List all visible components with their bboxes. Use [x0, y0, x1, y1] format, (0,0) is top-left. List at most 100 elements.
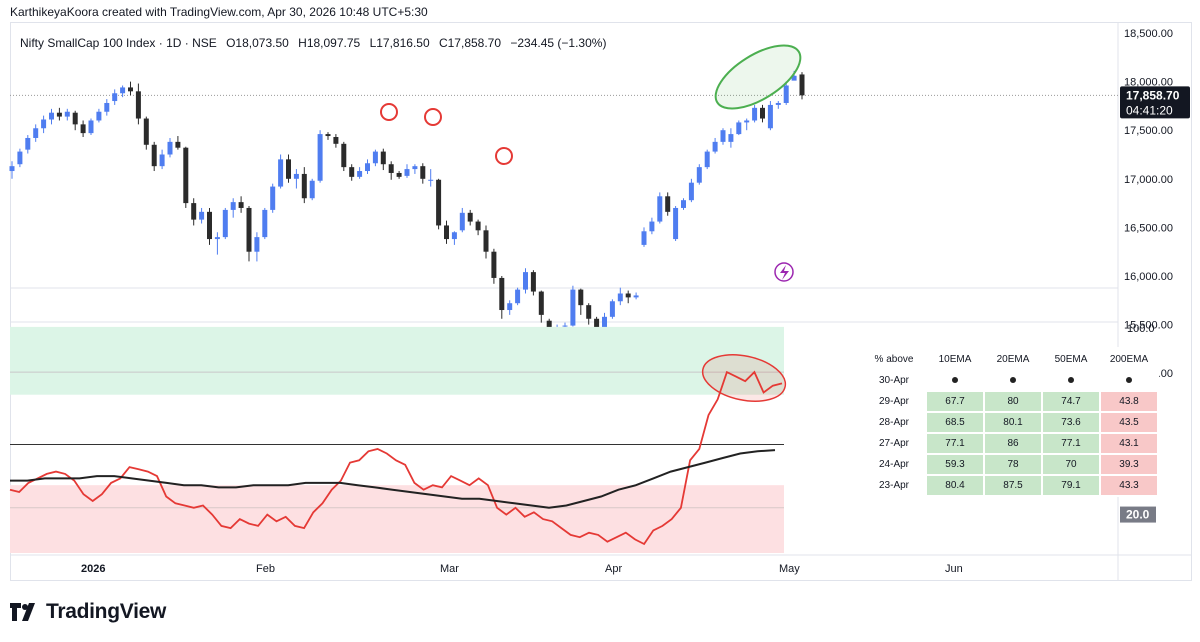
flash-icon	[774, 262, 794, 282]
price-tick-label: 17,000.00	[1124, 174, 1173, 186]
candle-body	[696, 167, 702, 183]
price-tick-label: 17,500.00	[1124, 125, 1173, 137]
candle-body	[491, 251, 497, 278]
cell-20ema: 80	[985, 392, 1041, 411]
table-row: 27-Apr 77.1 86 77.1 43.1	[863, 434, 1157, 453]
symbol-name[interactable]: Nifty SmallCap 100 Index · 1D · NSE	[20, 36, 217, 50]
candle-body	[120, 87, 126, 94]
dot-icon	[1101, 371, 1157, 390]
cell-50ema: 77.1	[1043, 434, 1099, 453]
candle-body	[151, 144, 157, 167]
price-tick-label: 16,500.00	[1124, 222, 1173, 234]
candle-body	[238, 202, 244, 208]
row-date: 24-Apr	[878, 459, 909, 470]
candle-body	[317, 134, 323, 181]
candle-body	[562, 325, 568, 327]
green-ellipse-annotation	[714, 44, 802, 110]
candle-body	[49, 112, 54, 120]
last-price-label: 17,858.70	[1126, 88, 1180, 102]
table-header: 50EMA	[1054, 353, 1088, 365]
candle-body	[681, 200, 686, 208]
candle-body	[25, 137, 31, 150]
row-date: 28-Apr	[878, 417, 909, 428]
price-tick-label: 18,500.00	[1124, 28, 1173, 40]
candle-body	[64, 111, 70, 117]
price-tick-label: 18,000.00	[1124, 77, 1173, 89]
countdown-label: 04:41:20	[1126, 103, 1173, 117]
candle-body	[760, 107, 765, 119]
candle-body	[538, 291, 544, 315]
cell-10ema: 68.5	[927, 413, 983, 432]
candle-body	[752, 107, 758, 121]
cell-10ema: 59.3	[927, 455, 983, 474]
candle-body	[17, 151, 23, 165]
ohlc-low: L17,816.50	[369, 36, 430, 50]
candle-body	[459, 212, 465, 231]
tradingview-logo-text: TradingView	[46, 600, 167, 623]
candle-body	[357, 171, 363, 177]
cell-10ema: 80.4	[927, 476, 983, 495]
red-circle-marker	[495, 147, 513, 165]
dot-icon	[1043, 371, 1099, 390]
candle-body	[214, 237, 220, 240]
candle-body	[372, 151, 378, 164]
row-date: 29-Apr	[878, 396, 909, 407]
indicator-tick-label: 100.0	[1127, 323, 1155, 335]
candle-body	[33, 128, 39, 138]
candle-body	[688, 182, 694, 201]
candle-body	[183, 147, 189, 204]
cell-20ema: 80.1	[985, 413, 1041, 432]
candle-body	[665, 196, 671, 212]
tradingview-logo-icon	[10, 603, 35, 621]
candle-body	[104, 102, 110, 112]
ohlc-change: −234.45 (−1.30%)	[510, 36, 607, 50]
candle-body	[309, 180, 315, 199]
time-axis-label: Jun	[945, 563, 963, 575]
candle-body	[56, 112, 62, 117]
ema-line	[10, 449, 776, 509]
price-tick-label: 15,500.00	[1124, 320, 1173, 332]
table-header: 20EMA	[996, 353, 1030, 365]
tradingview-logo[interactable]: TradingView	[10, 600, 166, 624]
candle-body	[230, 202, 236, 210]
price-tick-label: 16,000.00	[1124, 271, 1173, 283]
candle-body	[341, 143, 347, 168]
chart-frame	[10, 22, 1192, 581]
candle-body	[333, 137, 339, 144]
candle-body	[41, 119, 47, 129]
candle-body	[451, 232, 457, 240]
candle-body	[293, 173, 299, 179]
time-axis-label: Mar	[440, 563, 459, 575]
candle-body	[475, 221, 481, 231]
candle-body	[9, 166, 15, 172]
candle-body	[191, 203, 197, 220]
candle-body	[396, 172, 402, 177]
candle-body	[420, 166, 426, 179]
candle-body	[641, 231, 647, 245]
cell-50ema: 74.7	[1043, 392, 1099, 411]
candle-body	[736, 122, 742, 135]
candle-body	[625, 293, 631, 298]
candle-body	[633, 295, 639, 298]
row-date: 23-Apr	[878, 480, 909, 491]
time-axis-label: 2026	[81, 563, 105, 575]
table-header: 10EMA	[938, 353, 972, 365]
candle-body	[404, 169, 410, 176]
dot-icon	[985, 371, 1041, 390]
candle-body	[515, 289, 521, 304]
candle-body	[578, 289, 584, 306]
cell-10ema: 67.7	[927, 392, 983, 411]
candle-body	[286, 159, 291, 179]
red-circle-marker	[380, 103, 398, 121]
candle-body	[388, 164, 394, 173]
candle-body	[767, 104, 773, 129]
candle-body	[720, 130, 726, 142]
candle-body	[159, 154, 165, 167]
red-ellipse-annotation	[701, 354, 787, 402]
symbol-legend: Nifty SmallCap 100 Index · 1D · NSE O18,…	[20, 36, 612, 50]
candle-body	[712, 141, 718, 152]
candle-body	[222, 209, 228, 238]
candle-body	[278, 159, 284, 187]
cell-50ema: 79.1	[1043, 476, 1099, 495]
